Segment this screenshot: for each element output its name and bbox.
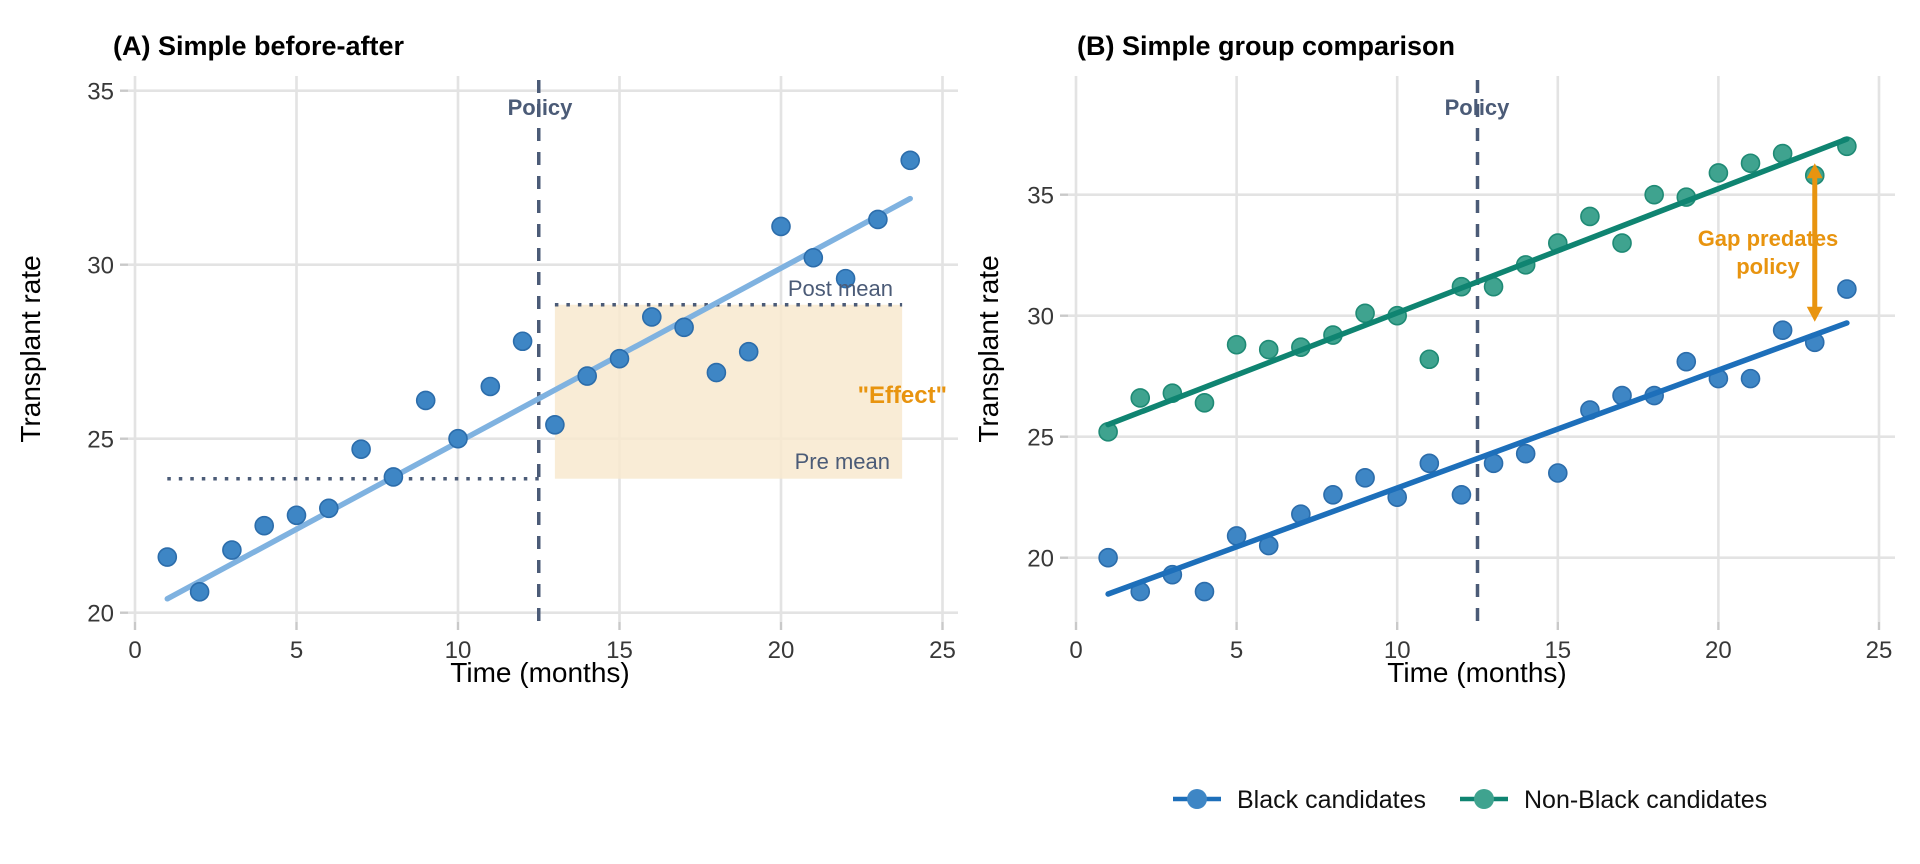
x-tick-label: 0: [128, 637, 141, 664]
x-tick-label: 10: [1384, 637, 1411, 664]
scatter-point: [1772, 320, 1793, 341]
y-tick-label: 35: [87, 79, 114, 106]
y-tick-label: 20: [1027, 546, 1054, 573]
scatter-point: [771, 216, 791, 237]
x-tick-label: 10: [445, 637, 472, 664]
scatter-point: [286, 505, 307, 526]
scatter-point: [189, 582, 210, 602]
scatter-point: [1098, 547, 1118, 568]
scatter-point: [868, 209, 888, 230]
x-tick-label: 15: [606, 637, 633, 664]
y-tick-label: 25: [1027, 425, 1054, 452]
scatter-point: [1419, 349, 1440, 370]
x-tick-label: 20: [768, 637, 795, 664]
scatter-point: [577, 366, 598, 386]
panel-b-policy-label: Policy: [1445, 95, 1511, 120]
pre-mean-label: Pre mean: [795, 449, 890, 474]
panel-a-x-axis-title: Time (months): [450, 657, 629, 688]
scatter-point: [480, 376, 501, 397]
scatter-point: [674, 317, 694, 338]
scatter-point: [1130, 388, 1151, 408]
x-tick-label: 5: [290, 637, 303, 664]
scatter-point: [1194, 393, 1215, 413]
gap-label-line2: policy: [1736, 254, 1800, 279]
scatter-point: [254, 515, 275, 536]
y-tick-label: 20: [87, 601, 114, 628]
scatter-point: [1419, 453, 1440, 474]
scatter-point: [222, 540, 242, 560]
scatter-point: [383, 467, 404, 487]
x-tick-label: 20: [1705, 637, 1732, 664]
scatter-point: [803, 247, 824, 268]
scatter-point: [738, 341, 759, 362]
scatter-point: [157, 547, 178, 567]
effect-region: [554, 304, 903, 479]
scatter-point: [415, 390, 436, 411]
scatter-point: [1451, 484, 1472, 505]
x-tick-label: 15: [1544, 637, 1571, 664]
scatter-point: [512, 331, 533, 352]
scatter-point: [900, 150, 921, 171]
gap-arrow-head-top: [1806, 163, 1823, 179]
x-tick-label: 25: [1866, 637, 1893, 664]
panel-a-plot-area: 0 5 10 15 20 25 20 25 30 35: [87, 76, 958, 664]
effect-label: "Effect": [858, 382, 947, 409]
scatter-point: [1323, 484, 1343, 505]
legend-key-black-point: [1187, 789, 1207, 809]
trend-line: [164, 195, 913, 602]
scatter-point: [835, 268, 856, 289]
scatter-point: [1194, 581, 1215, 602]
legend-label-nonblack-candidates: Non-Black candidates: [1524, 786, 1767, 814]
y-tick-label: 25: [87, 427, 114, 454]
scatter-point: [1740, 368, 1761, 389]
legend: Black candidates Non-Black candidates: [1173, 786, 1767, 814]
trend-line: [1105, 136, 1850, 428]
scatter-point: [1226, 334, 1247, 355]
scatter-point: [1258, 339, 1279, 360]
panel-b-plot-area: 0 5 10 15 20 25 20 25 30 35: [1027, 76, 1895, 664]
scatter-point: [1708, 163, 1729, 183]
scatter-point: [351, 439, 371, 459]
y-tick-label: 30: [87, 253, 114, 280]
scatter-point: [1644, 184, 1664, 205]
scatter-point: [1355, 468, 1375, 488]
trend-line: [1105, 320, 1850, 597]
y-tick-label: 35: [1027, 183, 1054, 210]
panel-a-y-axis-title: Transplant rate: [15, 255, 46, 442]
panel-b-x-axis-title: Time (months): [1387, 657, 1566, 688]
scatter-point: [641, 307, 662, 327]
scatter-point: [448, 428, 468, 449]
scatter-point: [318, 498, 339, 519]
panel-b-y-axis-title: Transplant rate: [973, 255, 1004, 442]
legend-key-nonblack-point: [1474, 789, 1494, 809]
panel-a-title: (A) Simple before-after: [113, 31, 405, 61]
scatter-point: [1515, 443, 1536, 464]
scatter-point: [706, 362, 727, 383]
y-tick-label: 30: [1027, 304, 1054, 331]
panel-b-title: (B) Simple group comparison: [1077, 31, 1455, 61]
scatter-point: [609, 348, 630, 369]
gap-label-line1: Gap predates: [1698, 226, 1839, 251]
scatter-point: [545, 414, 565, 435]
scatter-point: [1676, 351, 1697, 372]
x-tick-label: 25: [929, 637, 956, 664]
scatter-point: [1612, 233, 1632, 253]
scatter-point: [1580, 206, 1600, 227]
x-tick-label: 5: [1230, 637, 1243, 664]
scatter-point: [1837, 279, 1857, 299]
gap-arrow-head-bottom: [1806, 306, 1823, 322]
legend-label-black-candidates: Black candidates: [1237, 786, 1426, 814]
scatter-point: [1740, 153, 1761, 174]
scatter-point: [1355, 303, 1375, 324]
panel-a-policy-label: Policy: [508, 95, 574, 120]
scatter-point: [1548, 463, 1568, 483]
post-mean-label: Post mean: [788, 276, 893, 301]
x-tick-label: 0: [1069, 637, 1082, 664]
